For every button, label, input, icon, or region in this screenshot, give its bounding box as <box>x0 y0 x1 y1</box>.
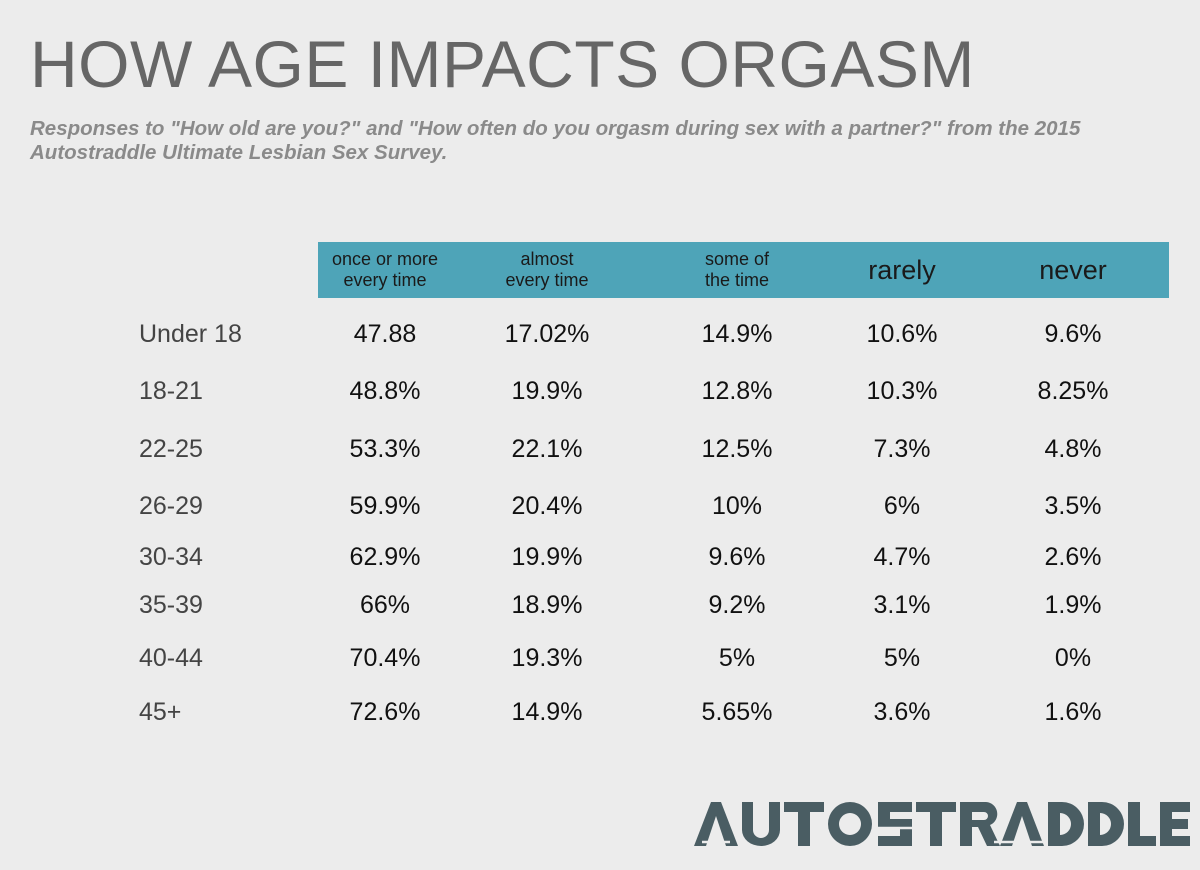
table-cell: 12.8% <box>701 377 773 405</box>
table-cell: 3.1% <box>873 591 931 619</box>
row-label: 35-39 <box>139 591 203 619</box>
table-cell: 14.9% <box>511 698 583 726</box>
table-cell: 2.6% <box>1044 543 1102 571</box>
table-cell: 5% <box>718 644 756 672</box>
row-label: 26-29 <box>139 492 203 520</box>
row-label: Under 18 <box>139 320 242 348</box>
autostraddle-logo <box>694 802 1190 846</box>
table-cell: 1.6% <box>1044 698 1102 726</box>
table-cell: 62.9% <box>349 543 421 571</box>
table-cell: 19.9% <box>511 377 583 405</box>
table-cell: 66% <box>359 591 411 619</box>
table-cell: 3.6% <box>873 698 931 726</box>
table-cell: 5.65% <box>701 698 773 726</box>
table-cell: 17.02% <box>504 320 590 348</box>
table-cell: 6% <box>883 492 921 520</box>
table-cell: 10.6% <box>866 320 938 348</box>
table-cell: 4.7% <box>873 543 931 571</box>
table-cell: 7.3% <box>873 435 931 463</box>
table-cell: 70.4% <box>349 644 421 672</box>
column-header-1: once or more every time <box>331 249 439 290</box>
table-header-band: once or more every time almost every time… <box>318 242 1169 298</box>
table-cell: 59.9% <box>349 492 421 520</box>
table-cell: 3.5% <box>1044 492 1102 520</box>
table-cell: 48.8% <box>349 377 421 405</box>
chart-subtitle: Responses to "How old are you?" and "How… <box>30 117 1081 164</box>
row-label: 45+ <box>139 698 182 726</box>
table-cell: 19.9% <box>511 543 583 571</box>
table-cell: 10.3% <box>866 377 938 405</box>
table-cell: 8.25% <box>1037 377 1109 405</box>
column-header-5: never <box>1039 255 1107 285</box>
table-cell: 9.6% <box>708 543 766 571</box>
table-cell: 0% <box>1054 644 1092 672</box>
table-cell: 1.9% <box>1044 591 1102 619</box>
table-cell: 22.1% <box>511 435 583 463</box>
column-header-3: some of the time <box>704 249 770 290</box>
table-cell: 18.9% <box>511 591 583 619</box>
table-cell: 5% <box>883 644 921 672</box>
table-cell: 19.3% <box>511 644 583 672</box>
table-cell: 4.8% <box>1044 435 1102 463</box>
column-header-2: almost every time <box>505 249 589 290</box>
table-cell: 14.9% <box>701 320 773 348</box>
table-cell: 72.6% <box>349 698 421 726</box>
table-cell: 53.3% <box>349 435 421 463</box>
table-cell: 10% <box>711 492 763 520</box>
table-cell: 12.5% <box>701 435 773 463</box>
table-cell: 47.88 <box>353 320 417 348</box>
row-label: 40-44 <box>139 644 203 672</box>
row-label: 30-34 <box>139 543 203 571</box>
table-cell: 9.2% <box>708 591 766 619</box>
column-header-4: rarely <box>868 255 936 285</box>
table-cell: 20.4% <box>511 492 583 520</box>
row-label: 18-21 <box>139 377 203 405</box>
chart-title: HOW AGE IMPACTS ORGASM <box>30 27 975 101</box>
row-label: 22-25 <box>139 435 203 463</box>
table-cell: 9.6% <box>1044 320 1102 348</box>
